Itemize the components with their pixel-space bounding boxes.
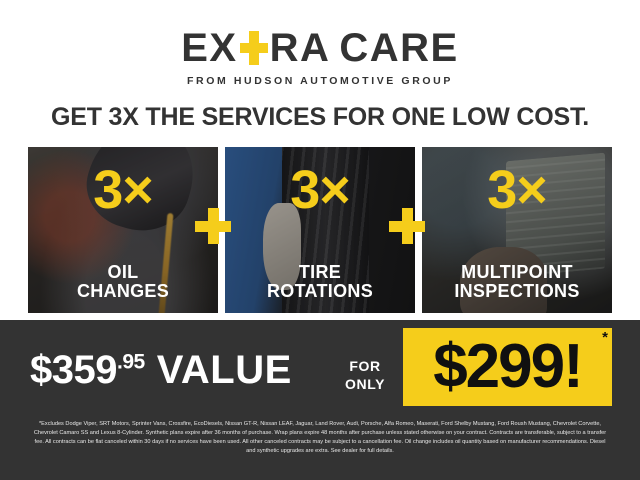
brand-logo: EX RA CARE FROM HUDSON AUTOMOTIVE GROUP [0,26,640,87]
logo-wordmark: EX RA CARE [181,26,458,68]
service-multiplier: 3× [93,160,154,220]
plus-separator-icon-2 [389,208,425,244]
plus-separator-icon-1 [195,208,231,244]
only-label: ONLY [345,375,386,392]
service-panel-tire-rotations: 3× TIRE ROTATIONS [225,147,415,313]
logo-tagline: FROM HUDSON AUTOMOTIVE GROUP [187,75,453,88]
logo-text-care: CARE [339,26,459,71]
logo-text-ex: EX [181,26,238,71]
service-label-line2: CHANGES [76,281,170,302]
service-panel-content: 3× MULTIPOINT INSPECTIONS [422,147,612,313]
service-label: OIL CHANGES [28,263,218,301]
service-panel-content: 3× TIRE ROTATIONS [225,147,415,313]
service-panels: 3× OIL CHANGES 3× TIRE ROTATIONS [28,147,612,313]
service-label-line2: INSPECTIONS [454,281,580,302]
oil-pouring-photo [28,147,218,313]
value-word: VALUE [156,348,292,392]
service-panel-content: 3× OIL CHANGES [28,147,218,313]
logo-text-ra: RA [269,26,331,71]
pricing-band: $359.95 VALUE FOR ONLY $299! * *Excludes … [0,320,640,480]
diagnostics-tablet-photo [422,147,612,313]
value-currency: $ [30,348,52,392]
offer-price: $299! [433,332,584,401]
for-only-label: FOR ONLY [345,358,385,393]
offer-price-box: $299! * [403,328,612,406]
service-label-line2: ROTATIONS [266,281,374,302]
service-label: TIRE ROTATIONS [225,263,415,301]
service-panel-multipoint-inspections: 3× MULTIPOINT INSPECTIONS [422,147,612,313]
value-cents: .95 [117,350,145,374]
tire-held-photo [225,147,415,313]
service-label-line1: OIL [107,262,139,283]
plus-icon [239,31,269,66]
service-multiplier: 3× [487,160,548,220]
asterisk-marker: * [602,329,608,346]
pricing-row: $359.95 VALUE FOR ONLY $299! * [0,320,640,412]
service-label-line1: MULTIPOINT [461,262,573,283]
service-multiplier: 3× [290,160,351,220]
retail-value: $359.95 VALUE [30,350,292,390]
value-dollars: 359 [51,348,118,392]
headline: GET 3X THE SERVICES FOR ONE LOW COST. [50,103,590,131]
service-label-line1: TIRE [298,262,342,283]
service-label: MULTIPOINT INSPECTIONS [422,263,612,301]
service-panel-oil-changes: 3× OIL CHANGES [28,147,218,313]
for-label: FOR [349,358,381,374]
disclaimer-text: *Excludes Dodge Viper, SRT Motors, Sprin… [33,421,607,455]
